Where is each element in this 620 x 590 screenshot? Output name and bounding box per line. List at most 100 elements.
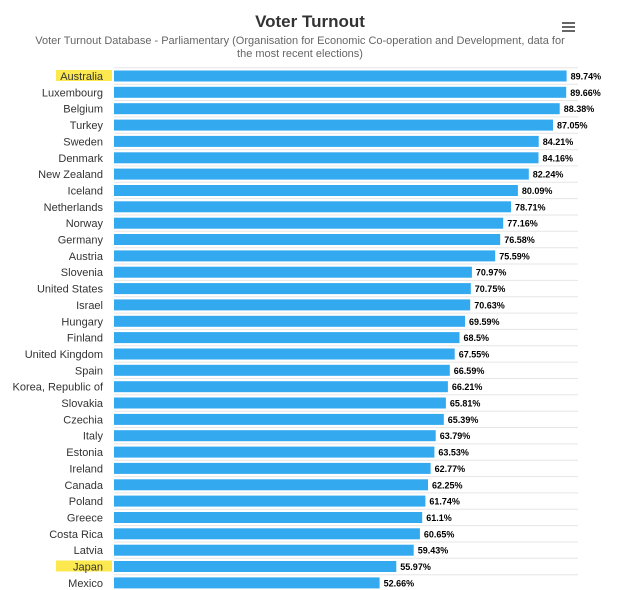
- category-label: Netherlands: [44, 202, 104, 214]
- bar[interactable]: [114, 430, 436, 442]
- category-label: Costa Rica: [49, 529, 104, 541]
- category-label: Turkey: [70, 120, 104, 132]
- label-highlight: [56, 70, 112, 81]
- category-label: Slovakia: [61, 398, 103, 410]
- value-label: 61.1%: [426, 513, 452, 523]
- bar[interactable]: [114, 446, 435, 458]
- value-label: 65.81%: [450, 399, 481, 409]
- bar[interactable]: [114, 381, 448, 393]
- bar[interactable]: [114, 234, 501, 245]
- bar[interactable]: [114, 397, 446, 409]
- category-label: Poland: [69, 496, 103, 508]
- category-label: Mexico: [68, 578, 103, 590]
- value-label: 52.66%: [384, 578, 415, 588]
- category-label: Iceland: [68, 186, 103, 198]
- bar[interactable]: [114, 185, 518, 196]
- category-label: Ireland: [69, 463, 103, 475]
- bar[interactable]: [114, 266, 472, 278]
- category-label: Korea, Republic of: [13, 382, 104, 394]
- value-label: 61.74%: [429, 497, 460, 507]
- category-label: Estonia: [66, 447, 104, 459]
- bar[interactable]: [114, 119, 553, 131]
- value-label: 77.16%: [507, 219, 538, 229]
- category-label: Greece: [67, 513, 103, 525]
- category-label: Slovenia: [61, 267, 104, 279]
- category-label: Germany: [58, 235, 104, 247]
- category-label: Finland: [67, 333, 103, 345]
- category-label: New Zealand: [38, 169, 103, 181]
- value-label: 63.79%: [440, 431, 471, 441]
- bar[interactable]: [114, 315, 465, 327]
- value-label: 63.53%: [438, 448, 469, 458]
- category-label: Canada: [64, 480, 103, 492]
- bar[interactable]: [114, 332, 460, 344]
- category-label: United States: [37, 284, 104, 296]
- bar[interactable]: [114, 299, 471, 311]
- value-label: 84.21%: [543, 137, 574, 147]
- value-label: 87.05%: [557, 121, 588, 131]
- category-label: Austria: [69, 251, 104, 263]
- bar[interactable]: [114, 152, 539, 164]
- value-label: 80.09%: [522, 186, 553, 196]
- value-label: 75.59%: [499, 251, 530, 261]
- category-label: Japan: [73, 562, 103, 574]
- category-label: Denmark: [58, 153, 103, 165]
- value-label: 67.55%: [459, 350, 490, 360]
- bar[interactable]: [114, 135, 539, 147]
- bar[interactable]: [114, 70, 567, 82]
- value-label: 89.74%: [571, 72, 602, 82]
- value-label: 62.77%: [435, 464, 466, 474]
- value-label: 62.25%: [432, 480, 463, 490]
- value-label: 66.21%: [452, 382, 483, 392]
- value-label: 66.59%: [454, 366, 485, 376]
- category-label: Czechia: [63, 414, 104, 426]
- category-label: United Kingdom: [25, 349, 103, 361]
- value-label: 55.97%: [400, 562, 431, 572]
- value-label: 65.39%: [448, 415, 479, 425]
- category-label: Latvia: [74, 545, 104, 557]
- category-label: Belgium: [63, 104, 103, 116]
- category-label: Spain: [75, 365, 103, 377]
- bar[interactable]: [114, 512, 423, 523]
- bar[interactable]: [114, 168, 529, 180]
- bar[interactable]: [114, 250, 496, 262]
- value-label: 68.5%: [464, 333, 490, 343]
- value-label: 59.43%: [418, 546, 449, 556]
- chart-title: Voter Turnout: [255, 12, 365, 31]
- bar[interactable]: [114, 283, 471, 295]
- value-label: 78.71%: [515, 202, 546, 212]
- category-label: Australia: [60, 71, 104, 83]
- bar[interactable]: [114, 561, 397, 572]
- chart-subtitle: Voter Turnout Database - Parliamentary (…: [35, 35, 565, 60]
- category-label: Hungary: [61, 316, 103, 328]
- category-label: Sweden: [63, 136, 103, 148]
- bar[interactable]: [114, 462, 431, 474]
- value-label: 84.16%: [543, 153, 574, 163]
- value-label: 70.75%: [475, 284, 506, 294]
- value-label: 70.63%: [474, 300, 505, 310]
- value-label: 88.38%: [564, 104, 595, 114]
- value-label: 69.59%: [469, 317, 500, 327]
- value-label: 82.24%: [533, 170, 564, 180]
- label-highlight: [56, 560, 112, 572]
- hamburger-menu-icon[interactable]: [560, 18, 578, 36]
- bar[interactable]: [114, 495, 426, 507]
- bar[interactable]: [114, 348, 455, 360]
- bar[interactable]: [114, 528, 420, 540]
- category-label: Luxembourg: [42, 87, 103, 99]
- value-label: 70.97%: [476, 268, 507, 278]
- category-label: Israel: [76, 300, 103, 312]
- bar[interactable]: [114, 217, 504, 229]
- bar[interactable]: [114, 201, 511, 213]
- bar[interactable]: [114, 86, 567, 98]
- value-label: 76.58%: [504, 235, 535, 245]
- bar[interactable]: [114, 364, 450, 376]
- bar[interactable]: [114, 103, 560, 115]
- value-label: 60.65%: [424, 529, 455, 539]
- bar[interactable]: [114, 479, 428, 491]
- bar[interactable]: [114, 577, 380, 589]
- value-label: 89.66%: [570, 88, 601, 98]
- bar[interactable]: [114, 544, 414, 556]
- bar[interactable]: [114, 413, 444, 425]
